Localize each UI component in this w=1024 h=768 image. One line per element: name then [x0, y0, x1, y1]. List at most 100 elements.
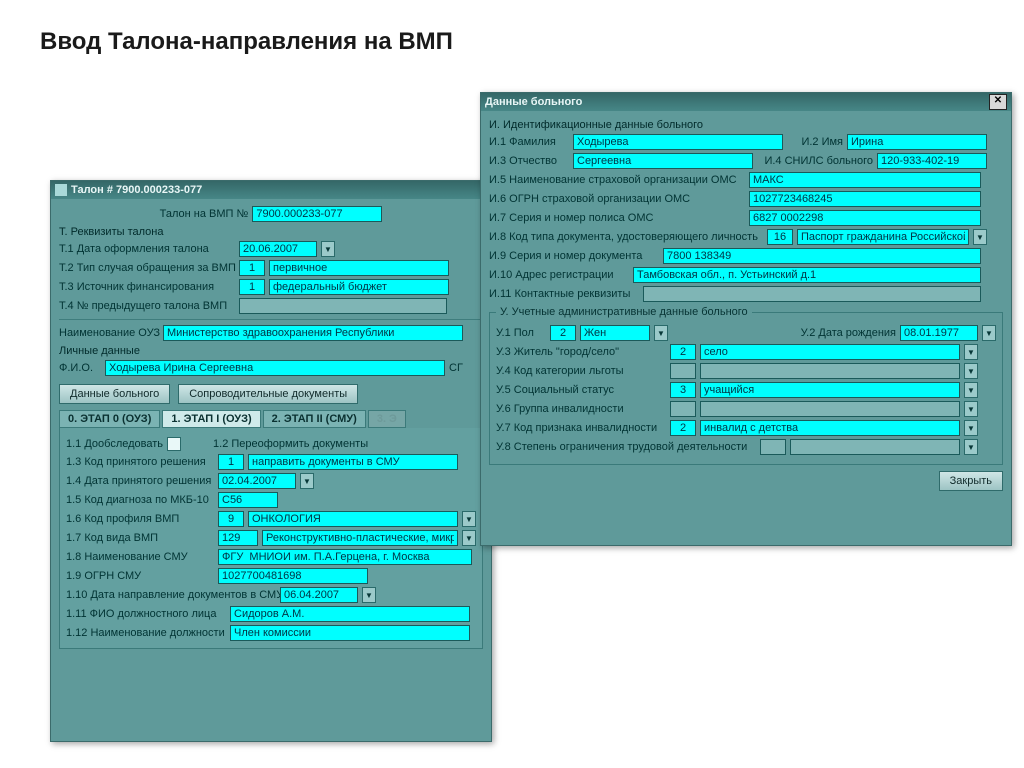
u1-text[interactable]	[580, 325, 650, 341]
s1-3-text[interactable]	[248, 454, 458, 470]
s1-12-input[interactable]	[230, 625, 470, 641]
talon-title: Талон # 7900.000233-077	[71, 184, 202, 196]
t1-dropdown-icon[interactable]: ▼	[321, 241, 335, 257]
s1-11-input[interactable]	[230, 606, 470, 622]
s1-9-label: 1.9 ОГРН СМУ	[66, 570, 214, 582]
t2-text-input[interactable]	[269, 260, 449, 276]
s1-6-label: 1.6 Код профиля ВМП	[66, 513, 214, 525]
u4-code[interactable]	[670, 363, 696, 379]
i2-input[interactable]	[847, 134, 987, 150]
s1-6-code[interactable]	[218, 511, 244, 527]
u3-code[interactable]	[670, 344, 696, 360]
i6-input[interactable]	[749, 191, 981, 207]
tab-stage-2[interactable]: 2. ЭТАП II (СМУ)	[263, 410, 366, 428]
t4-input[interactable]	[239, 298, 447, 314]
u8-dropdown-icon[interactable]: ▼	[964, 439, 978, 455]
s1-3-code[interactable]	[218, 454, 244, 470]
s1-7-code[interactable]	[218, 530, 258, 546]
t3-text-input[interactable]	[269, 279, 449, 295]
t1-input[interactable]	[239, 241, 317, 257]
fio-input[interactable]	[105, 360, 445, 376]
s1-7-text[interactable]	[262, 530, 458, 546]
u7-code[interactable]	[670, 420, 696, 436]
i5-input[interactable]	[749, 172, 981, 188]
u1-dropdown-icon[interactable]: ▼	[654, 325, 668, 341]
s1-7-dropdown-icon[interactable]: ▼	[462, 530, 476, 546]
s1-10-label: 1.10 Дата направление документов в СМУ	[66, 589, 276, 601]
talon-no-input[interactable]	[252, 206, 382, 222]
u2-input[interactable]	[900, 325, 978, 341]
s1-6-dropdown-icon[interactable]: ▼	[462, 511, 476, 527]
u5-dropdown-icon[interactable]: ▼	[964, 382, 978, 398]
u6-code[interactable]	[670, 401, 696, 417]
i3-input[interactable]	[573, 153, 753, 169]
i8-dropdown-icon[interactable]: ▼	[973, 229, 987, 245]
i8-text[interactable]	[797, 229, 969, 245]
tab-stage-1[interactable]: 1. ЭТАП I (ОУЗ)	[162, 410, 260, 428]
s1-4-label: 1.4 Дата принятого решения	[66, 475, 214, 487]
i8-code[interactable]	[767, 229, 793, 245]
personal-title: Личные данные	[59, 345, 483, 357]
s1-4-dropdown-icon[interactable]: ▼	[300, 473, 314, 489]
ouz-label: Наименование ОУЗ	[59, 327, 159, 339]
u7-dropdown-icon[interactable]: ▼	[964, 420, 978, 436]
u8-text[interactable]	[790, 439, 960, 455]
u4-dropdown-icon[interactable]: ▼	[964, 363, 978, 379]
s1-6-text[interactable]	[248, 511, 458, 527]
ouz-input[interactable]	[163, 325, 463, 341]
s1-9-input[interactable]	[218, 568, 368, 584]
u4-text[interactable]	[700, 363, 960, 379]
page-title: Ввод Талона-направления на ВМП	[40, 28, 453, 56]
u5-code[interactable]	[670, 382, 696, 398]
window-icon	[55, 184, 67, 196]
u2-dropdown-icon[interactable]: ▼	[982, 325, 996, 341]
talon-titlebar[interactable]: Талон # 7900.000233-077	[51, 181, 491, 199]
s1-4-input[interactable]	[218, 473, 296, 489]
i4-input[interactable]	[877, 153, 987, 169]
s1-7-label: 1.7 Код вида ВМП	[66, 532, 214, 544]
u7-text[interactable]	[700, 420, 960, 436]
i6-label: И.6 ОГРН страховой организации ОМС	[489, 193, 745, 205]
s1-5-input[interactable]	[218, 492, 278, 508]
i2-label: И.2 Имя	[787, 136, 843, 148]
s1-3-label: 1.3 Код принятого решения	[66, 456, 214, 468]
patient-titlebar[interactable]: Данные больного ✕	[481, 93, 1011, 111]
i11-input[interactable]	[643, 286, 981, 302]
u5-label: У.5 Социальный статус	[496, 384, 666, 396]
t2-code-input[interactable]	[239, 260, 265, 276]
t-section-title: Т. Реквизиты талона	[59, 226, 483, 238]
u2-label: У.2 Дата рождения	[801, 327, 896, 339]
i7-input[interactable]	[749, 210, 981, 226]
tab-stage-0[interactable]: 0. ЭТАП 0 (ОУЗ)	[59, 410, 160, 428]
i1-input[interactable]	[573, 134, 783, 150]
s1-8-label: 1.8 Наименование СМУ	[66, 551, 214, 563]
u6-text[interactable]	[700, 401, 960, 417]
u8-code[interactable]	[760, 439, 786, 455]
s1-8-input[interactable]	[218, 549, 472, 565]
s1-5-label: 1.5 Код диагноза по МКБ-10	[66, 494, 214, 506]
u5-text[interactable]	[700, 382, 960, 398]
close-button[interactable]: Закрыть	[939, 471, 1003, 491]
s1-12-label: 1.12 Наименование должности	[66, 627, 226, 639]
u-fieldset: У. Учетные административные данные больн…	[489, 306, 1003, 465]
i1-label: И.1 Фамилия	[489, 136, 569, 148]
u6-label: У.6 Группа инвалидности	[496, 403, 666, 415]
u3-dropdown-icon[interactable]: ▼	[964, 344, 978, 360]
stage-tabs: 0. ЭТАП 0 (ОУЗ) 1. ЭТАП I (ОУЗ) 2. ЭТАП …	[59, 410, 483, 428]
accompany-docs-button[interactable]: Сопроводительные документы	[178, 384, 358, 404]
u3-text[interactable]	[700, 344, 960, 360]
u6-dropdown-icon[interactable]: ▼	[964, 401, 978, 417]
u4-label: У.4 Код категории льготы	[496, 365, 666, 377]
close-icon[interactable]: ✕	[989, 94, 1007, 110]
u1-code[interactable]	[550, 325, 576, 341]
i5-label: И.5 Наименование страховой организации О…	[489, 174, 745, 186]
s1-1-checkbox[interactable]	[167, 437, 181, 451]
i10-input[interactable]	[633, 267, 981, 283]
s1-10-input[interactable]	[280, 587, 358, 603]
patient-data-button[interactable]: Данные больного	[59, 384, 170, 404]
t3-code-input[interactable]	[239, 279, 265, 295]
i9-input[interactable]	[663, 248, 981, 264]
s1-10-dropdown-icon[interactable]: ▼	[362, 587, 376, 603]
i9-label: И.9 Серия и номер документа	[489, 250, 659, 262]
i3-label: И.3 Отчество	[489, 155, 569, 167]
